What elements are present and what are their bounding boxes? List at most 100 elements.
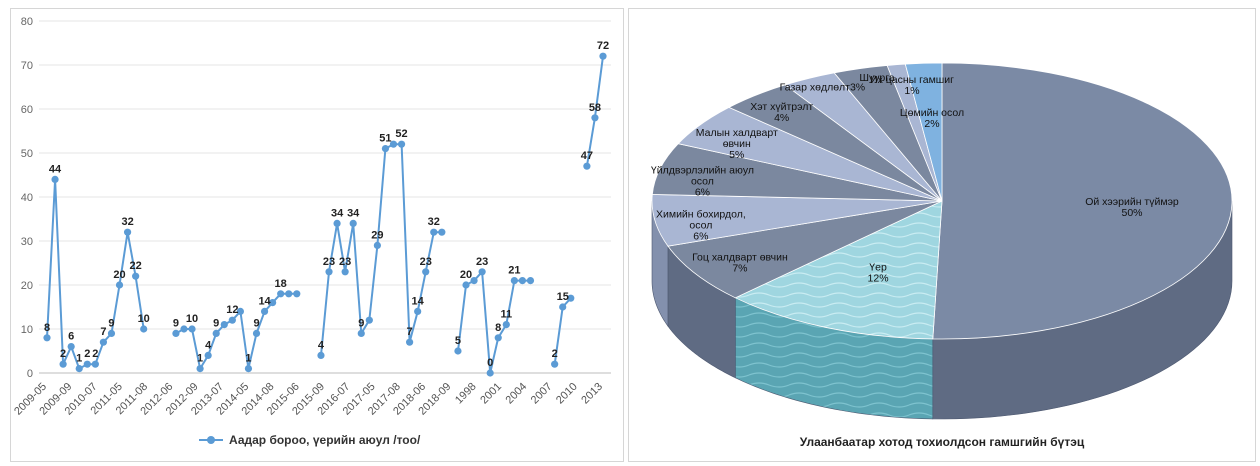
data-label: 12 [226,304,238,316]
data-label: 44 [49,163,62,175]
pie-title: Улаанбаатар хотод тохиолдсон гамшгийн бү… [800,435,1085,449]
data-point [43,334,51,342]
data-point [381,145,390,153]
x-tick-labels: 2009-052009-092010-072011-052011-082012-… [12,381,605,418]
data-point [228,316,236,324]
data-label: 1 [197,353,203,365]
y-tick-label: 0 [27,368,33,380]
pie-label-line: Ой хээрийн түймэр [1085,196,1179,208]
series-line-segment [457,269,531,374]
data-point [83,360,91,368]
data-point [75,365,83,373]
data-point [220,321,228,329]
data-point [551,360,559,368]
data-point [502,321,510,329]
y-tick-label: 20 [21,280,33,292]
data-point [204,351,212,359]
pie-label-line: Хэт хүйтрэлт [750,101,813,113]
data-label: 14 [258,295,271,307]
pie-label-line: 50% [1121,207,1142,219]
data-label: 32 [428,216,440,228]
data-point [107,329,116,337]
data-label: 72 [597,40,609,52]
data-point [269,299,277,307]
data-point [567,294,575,302]
data-label: 20 [113,269,125,281]
data-label: 21 [508,265,520,277]
legend-dot-marker [207,436,215,444]
pie-label-line: 12% [868,273,889,285]
data-label: 51 [379,133,391,145]
data-label: 9 [108,317,114,329]
data-label: 15 [557,291,569,303]
y-tick-label: 60 [21,104,33,116]
data-point [293,290,301,298]
pie-label-line: Газар хөдлөлт3% [780,82,866,94]
data-point [260,307,269,315]
data-label: 23 [339,256,351,268]
pie-label-line: Гоц халдварт өвчин [692,252,788,264]
pie-label-line: 4% [774,112,789,124]
legend-label: Аадар бороо, үерийн аюул /тоо/ [229,433,421,447]
data-label: 23 [323,256,335,268]
pie-slice [667,200,943,299]
data-label: 47 [581,150,593,162]
data-point [244,365,253,373]
data-point [599,52,607,60]
data-label: 34 [347,207,360,219]
data-point [67,343,75,351]
data-label: 9 [173,317,179,329]
data-label: 1 [76,353,82,365]
data-label: 8 [495,322,501,334]
x-tick-label: 2007 [529,381,555,407]
data-point [486,369,494,377]
data-label: 0 [487,357,493,369]
y-tick-label: 80 [21,16,33,28]
y-tick-label: 40 [21,192,33,204]
series-line-segment [46,179,145,371]
data-label: 4 [318,339,325,351]
data-label: 23 [476,256,488,268]
data-point [212,329,220,337]
legend: Аадар бороо, үерийн аюул /тоо/ [199,433,421,447]
data-point [252,329,261,337]
y-tick-label: 30 [21,236,33,248]
pie-label-line: осол [689,219,712,231]
pie-label: Газар хөдлөлт3% [780,82,866,94]
pie-label-line: 6% [693,230,708,242]
series-points [43,52,607,377]
data-label: 9 [253,317,259,329]
pie-label-line: өвчин [723,138,751,150]
data-point [438,228,446,236]
data-label: 2 [60,348,66,360]
data-label: 5 [455,335,461,347]
pie-label: Шуурга [859,72,894,84]
pie-label-line: 5% [729,149,744,161]
data-label: 7 [407,326,413,338]
pie-label-line: 1% [904,85,919,97]
data-point [406,338,414,346]
pie-label-line: осол [691,175,714,187]
x-tick-label: 1998 [453,381,479,407]
data-point [333,219,341,227]
data-label: 8 [44,322,50,334]
data-label: 18 [275,278,287,290]
data-label: 32 [121,216,133,228]
pie-chart-panel: Ой хээрийн түймэр 50% Үер 12% Гоц халдварт ө… [628,8,1256,462]
pie-slices [651,62,1233,340]
data-point [494,334,502,342]
data-label: 2 [552,348,558,360]
data-point [180,325,188,333]
data-label: 11 [500,309,512,321]
data-label: 9 [213,317,219,329]
